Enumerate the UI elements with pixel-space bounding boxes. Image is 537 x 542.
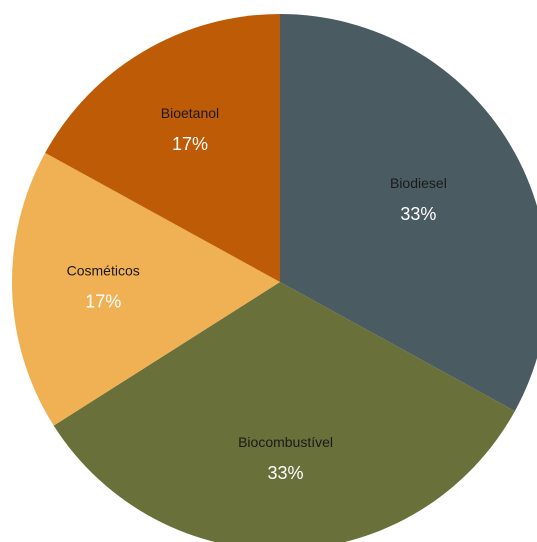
pie-slice-1 [53, 282, 515, 542]
slice-label-1: Biocombustível [238, 434, 333, 450]
slice-label-2: Cosméticos [67, 263, 140, 279]
slice-label-0: Biodiesel [390, 175, 447, 191]
slice-value-label-0: 33% [400, 204, 436, 224]
pie-slices [11, 14, 537, 542]
slice-value-label-2: 17% [85, 292, 121, 312]
slice-value-label-1: 33% [268, 463, 304, 483]
pie-slice-0 [280, 14, 537, 412]
pie-labels: Biodiesel 33% Biocombustível 33% Cosméticos 1… [67, 105, 447, 483]
pie-slice-3 [45, 14, 280, 282]
slice-label-3: Bioetanol [161, 105, 219, 121]
pie-slice-2 [11, 152, 280, 426]
slice-value-label-3: 17% [172, 134, 208, 154]
